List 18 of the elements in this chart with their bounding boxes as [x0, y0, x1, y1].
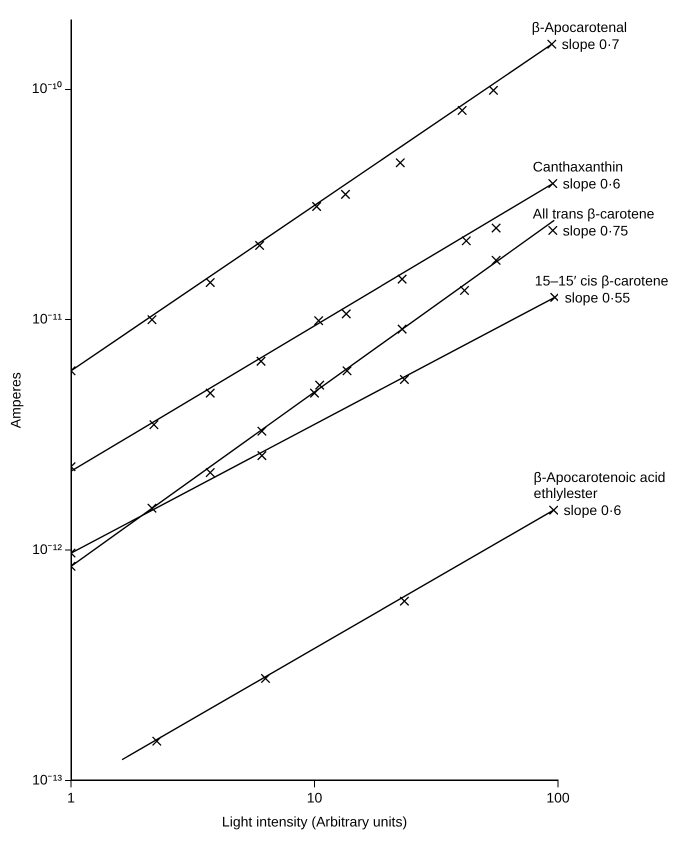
y-tick-label: 10⁻¹¹	[32, 310, 62, 327]
annotation: slope 0·7	[562, 36, 620, 52]
x-tick-label: 1	[67, 790, 76, 806]
y-axis-title: Amperes	[7, 372, 24, 428]
annotation: slope 0·55	[564, 289, 630, 306]
y-tick-label: 10⁻¹⁰	[32, 80, 62, 96]
x-axis-title: Light intensity (Arbitrary units)	[222, 813, 408, 830]
annotation: slope 0·75	[562, 222, 628, 238]
y-tick-label: 10⁻¹²	[32, 540, 62, 557]
annotation: slope 0·6	[564, 502, 622, 518]
series-label: Canthaxanthin	[532, 158, 624, 175]
series-label: β-Apocarotenal	[532, 19, 628, 36]
series-label: 15–15′ cis β-carotene	[534, 272, 669, 288]
y-tick-label: 10⁻¹³	[32, 771, 62, 788]
annotation: slope 0·6	[562, 176, 621, 192]
x-tick-label: 10	[306, 790, 323, 806]
series-label: All trans β-carotene	[532, 205, 655, 222]
x-tick-label: 100	[546, 790, 570, 806]
